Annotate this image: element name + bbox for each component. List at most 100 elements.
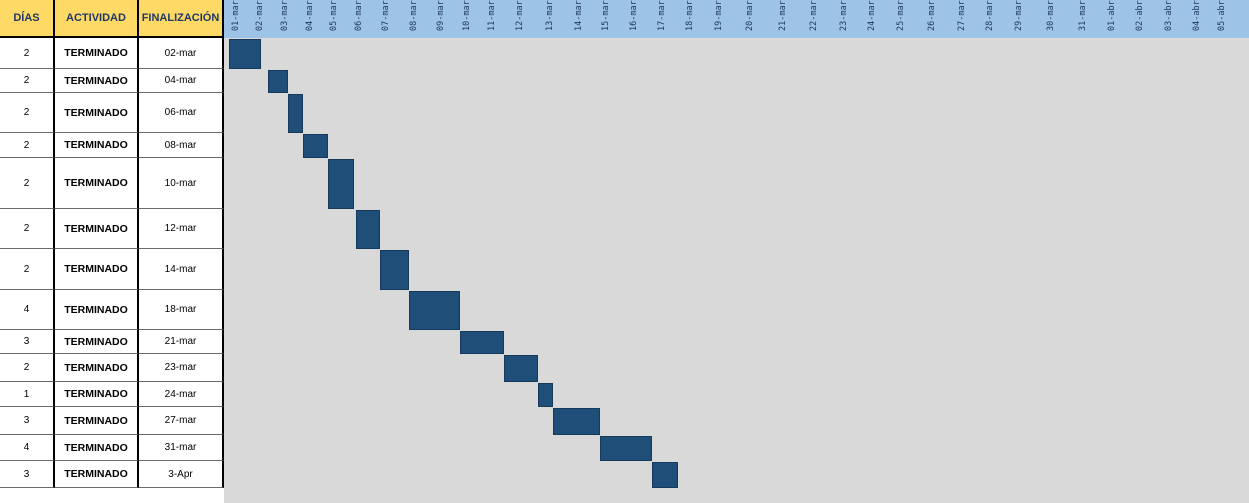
date-header[interactable]: 01-abr (1107, 0, 1117, 31)
actividad-cell[interactable]: TERMINADO (55, 435, 139, 461)
date-header[interactable]: 07-mar (381, 0, 391, 31)
actividad-cell[interactable]: TERMINADO (55, 93, 139, 133)
table-row[interactable]: 3 TERMINADO 3-Apr (0, 461, 224, 488)
date-header[interactable]: 22-mar (809, 0, 819, 31)
actividad-cell[interactable]: TERMINADO (55, 209, 139, 249)
date-header[interactable]: 02-mar (255, 0, 265, 31)
date-header[interactable]: 28-mar (985, 0, 995, 31)
table-row[interactable]: 2 TERMINADO 02-mar (0, 38, 224, 69)
finalizacion-cell[interactable]: 18-mar (139, 290, 224, 330)
dias-cell[interactable]: 2 (0, 38, 55, 69)
actividad-cell[interactable]: TERMINADO (55, 407, 139, 435)
dias-cell[interactable]: 3 (0, 461, 55, 488)
finalizacion-cell[interactable]: 12-mar (139, 209, 224, 249)
actividad-cell[interactable]: TERMINADO (55, 290, 139, 330)
finalizacion-cell[interactable]: 10-mar (139, 158, 224, 209)
date-header[interactable]: 25-mar (896, 0, 906, 31)
actividad-cell[interactable]: TERMINADO (55, 461, 139, 488)
date-header[interactable]: 09-mar (436, 0, 446, 31)
date-header[interactable]: 17-mar (656, 0, 667, 31)
gantt-bar[interactable] (538, 383, 553, 407)
finalizacion-cell[interactable]: 08-mar (139, 133, 224, 158)
finalizacion-cell[interactable]: 23-mar (139, 354, 224, 382)
table-row[interactable]: 2 TERMINADO 10-mar (0, 158, 224, 209)
table-row[interactable]: 4 TERMINADO 18-mar (0, 290, 224, 330)
finalizacion-cell[interactable]: 3-Apr (139, 461, 224, 488)
dias-cell[interactable]: 3 (0, 330, 55, 354)
date-header[interactable]: 23-mar (838, 0, 849, 31)
date-header[interactable]: 02-abr (1135, 0, 1145, 31)
actividad-cell[interactable]: TERMINADO (55, 38, 139, 69)
gantt-bar[interactable] (287, 94, 303, 133)
date-header[interactable]: 14-mar (574, 0, 584, 31)
date-header[interactable]: 04-mar (305, 0, 315, 31)
date-header[interactable]: 13-mar (545, 0, 555, 31)
dias-cell[interactable]: 2 (0, 93, 55, 133)
date-header[interactable]: 29-mar (1014, 0, 1024, 31)
table-row[interactable]: 2 TERMINADO 08-mar (0, 133, 224, 158)
date-header[interactable]: 10-mar (462, 0, 472, 31)
dias-cell[interactable]: 2 (0, 249, 55, 290)
dias-cell[interactable]: 4 (0, 435, 55, 461)
actividad-cell[interactable]: TERMINADO (55, 69, 139, 93)
dias-cell[interactable]: 2 (0, 158, 55, 209)
table-row[interactable]: 3 TERMINADO 21-mar (0, 330, 224, 354)
date-header[interactable]: 21-mar (778, 0, 788, 31)
actividad-cell[interactable]: TERMINADO (55, 354, 139, 382)
gantt-bar[interactable] (503, 355, 538, 382)
date-header[interactable]: 31-mar (1078, 0, 1088, 31)
gantt-bar[interactable] (228, 39, 262, 69)
dias-cell[interactable]: 4 (0, 290, 55, 330)
date-header[interactable]: 20-mar (745, 0, 755, 31)
date-header[interactable]: 26-mar (926, 0, 937, 31)
actividad-cell[interactable]: TERMINADO (55, 330, 139, 354)
date-header[interactable]: 04-abr (1192, 0, 1202, 31)
date-header[interactable]: 08-mar (408, 0, 419, 31)
date-header[interactable]: 06-mar (354, 0, 364, 31)
finalizacion-cell[interactable]: 24-mar (139, 382, 224, 407)
actividad-cell[interactable]: TERMINADO (55, 249, 139, 290)
date-header[interactable]: 12-mar (515, 0, 525, 31)
table-row[interactable]: 2 TERMINADO 06-mar (0, 93, 224, 133)
date-header[interactable]: 30-mar (1046, 0, 1056, 31)
gantt-bar[interactable] (652, 462, 678, 488)
date-header[interactable]: 01-mar (231, 0, 241, 31)
date-header[interactable]: 11-mar (487, 0, 497, 31)
gantt-bar[interactable] (459, 331, 504, 354)
gantt-bar[interactable] (599, 436, 653, 461)
date-header[interactable]: 05-mar (329, 0, 339, 31)
date-header[interactable]: 19-mar (714, 0, 724, 31)
finalizacion-cell[interactable]: 14-mar (139, 249, 224, 290)
finalizacion-cell[interactable]: 27-mar (139, 407, 224, 435)
gantt-bar[interactable] (268, 70, 288, 93)
date-header[interactable]: 24-mar (867, 0, 877, 31)
date-header[interactable]: 27-mar (957, 0, 967, 31)
gantt-bar[interactable] (328, 159, 354, 209)
header-dias[interactable]: DÍAS (0, 0, 55, 38)
header-actividad[interactable]: ACTIVIDAD (55, 0, 139, 38)
dias-cell[interactable]: 2 (0, 133, 55, 158)
date-header[interactable]: 15-mar (601, 0, 611, 31)
table-row[interactable]: 2 TERMINADO 23-mar (0, 354, 224, 382)
table-row[interactable]: 4 TERMINADO 31-mar (0, 435, 224, 461)
dias-cell[interactable]: 3 (0, 407, 55, 435)
table-row[interactable]: 1 TERMINADO 24-mar (0, 382, 224, 407)
table-row[interactable]: 2 TERMINADO 14-mar (0, 249, 224, 290)
dias-cell[interactable]: 1 (0, 382, 55, 407)
dias-cell[interactable]: 2 (0, 69, 55, 93)
dias-cell[interactable]: 2 (0, 209, 55, 249)
table-row[interactable]: 2 TERMINADO 12-mar (0, 209, 224, 249)
finalizacion-cell[interactable]: 21-mar (139, 330, 224, 354)
actividad-cell[interactable]: TERMINADO (55, 133, 139, 158)
date-header[interactable]: 16-mar (628, 0, 639, 31)
date-header[interactable]: 03-mar (280, 0, 290, 31)
header-finalizacion[interactable]: FINALIZACIÓN (139, 0, 224, 38)
date-header[interactable]: 18-mar (685, 0, 695, 31)
finalizacion-cell[interactable]: 06-mar (139, 93, 224, 133)
table-row[interactable]: 2 TERMINADO 04-mar (0, 69, 224, 93)
finalizacion-cell[interactable]: 31-mar (139, 435, 224, 461)
table-row[interactable]: 3 TERMINADO 27-mar (0, 407, 224, 435)
date-header[interactable]: 03-abr (1164, 0, 1174, 31)
gantt-bar[interactable] (553, 408, 600, 435)
dias-cell[interactable]: 2 (0, 354, 55, 382)
